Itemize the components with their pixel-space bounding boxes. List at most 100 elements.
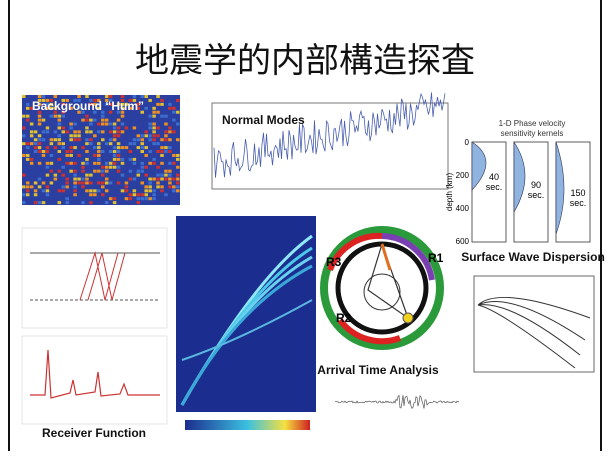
hum-cell	[65, 197, 69, 200]
hum-cell	[160, 189, 164, 192]
hum-cell	[117, 126, 121, 129]
hum-cell	[101, 115, 105, 118]
hum-cell	[137, 193, 141, 196]
hum-cell	[30, 189, 34, 192]
hum-cell	[113, 123, 117, 126]
hum-cell	[58, 189, 62, 192]
hum-cell	[93, 138, 97, 141]
hum-cell	[117, 130, 121, 133]
hum-cell	[168, 150, 172, 153]
hum-cell	[148, 162, 152, 165]
hum-cell	[125, 146, 129, 149]
panel-label: Background “Hum”	[32, 99, 144, 113]
hum-cell	[160, 107, 164, 110]
hum-cell	[160, 178, 164, 181]
hum-cell	[113, 158, 117, 161]
hum-cell	[176, 189, 180, 192]
hum-cell	[125, 197, 129, 200]
hum-cell	[65, 201, 69, 204]
hum-cell	[141, 146, 145, 149]
hum-cell	[73, 178, 77, 181]
hum-cell	[93, 170, 97, 173]
hum-cell	[93, 134, 97, 137]
hum-cell	[144, 174, 148, 177]
hum-cell	[176, 193, 180, 196]
hum-cell	[137, 197, 141, 200]
hum-cell	[62, 185, 66, 188]
hum-cell	[69, 154, 73, 157]
hum-cell	[141, 138, 145, 141]
hum-cell	[85, 119, 89, 122]
hum-cell	[69, 150, 73, 153]
hum-cell	[129, 150, 133, 153]
hum-cell	[30, 134, 34, 137]
hum-cell	[38, 178, 42, 181]
hum-cell	[172, 107, 176, 110]
hum-cell	[172, 99, 176, 102]
hum-cell	[141, 142, 145, 145]
hum-cell	[89, 158, 93, 161]
hum-cell	[97, 146, 101, 149]
hum-cell	[22, 111, 26, 114]
hum-cell	[113, 146, 117, 149]
colorbar	[185, 420, 310, 430]
hum-cell	[117, 158, 121, 161]
hum-cell	[105, 146, 109, 149]
hum-cell	[176, 201, 180, 204]
hum-cell	[113, 162, 117, 165]
hum-cell	[54, 115, 58, 118]
hum-cell	[148, 178, 152, 181]
depth-tick: 0	[465, 138, 470, 147]
hum-cell	[46, 193, 50, 196]
hum-cell	[22, 115, 26, 118]
panel-label: Surface Wave Dispersion	[461, 250, 605, 264]
hum-cell	[133, 146, 137, 149]
hum-cell	[109, 197, 113, 200]
hum-cell	[144, 162, 148, 165]
hum-cell	[85, 158, 89, 161]
hum-cell	[58, 142, 62, 145]
hum-cell	[46, 130, 50, 133]
hum-cell	[156, 95, 160, 98]
hum-cell	[148, 138, 152, 141]
hum-cell	[121, 158, 125, 161]
hum-cell	[30, 193, 34, 196]
hum-cell	[30, 130, 34, 133]
hum-cell	[156, 107, 160, 110]
hum-cell	[117, 115, 121, 118]
depth-tick: 600	[456, 237, 470, 246]
panel-label: Normal Modes	[222, 113, 305, 127]
hum-cell	[172, 154, 176, 157]
hum-cell	[152, 197, 156, 200]
hum-cell	[77, 166, 81, 169]
hum-cell	[34, 193, 38, 196]
hum-cell	[26, 115, 30, 118]
hum-cell	[89, 119, 93, 122]
hum-cell	[93, 189, 97, 192]
hum-cell	[46, 126, 50, 129]
hum-cell	[152, 178, 156, 181]
hum-cell	[85, 189, 89, 192]
hum-cell	[141, 189, 145, 192]
hum-cell	[26, 154, 30, 157]
hum-cell	[89, 201, 93, 204]
hum-cell	[121, 115, 125, 118]
hum-cell	[156, 119, 160, 122]
hum-cell	[26, 103, 30, 106]
slide-title: 地震学的内部構造探査	[135, 42, 475, 80]
hum-cell	[42, 154, 46, 157]
hum-cell	[73, 126, 77, 129]
hum-cell	[129, 197, 133, 200]
hum-cell	[38, 142, 42, 145]
hum-cell	[113, 197, 117, 200]
hum-cell	[156, 150, 160, 153]
hum-cell	[58, 201, 62, 204]
hum-cell	[46, 189, 50, 192]
hum-cell	[109, 123, 113, 126]
hum-cell	[117, 181, 121, 184]
hum-cell	[117, 154, 121, 157]
hum-cell	[30, 162, 34, 165]
hum-cell	[58, 170, 62, 173]
hum-cell	[85, 178, 89, 181]
hum-cell	[42, 95, 46, 98]
